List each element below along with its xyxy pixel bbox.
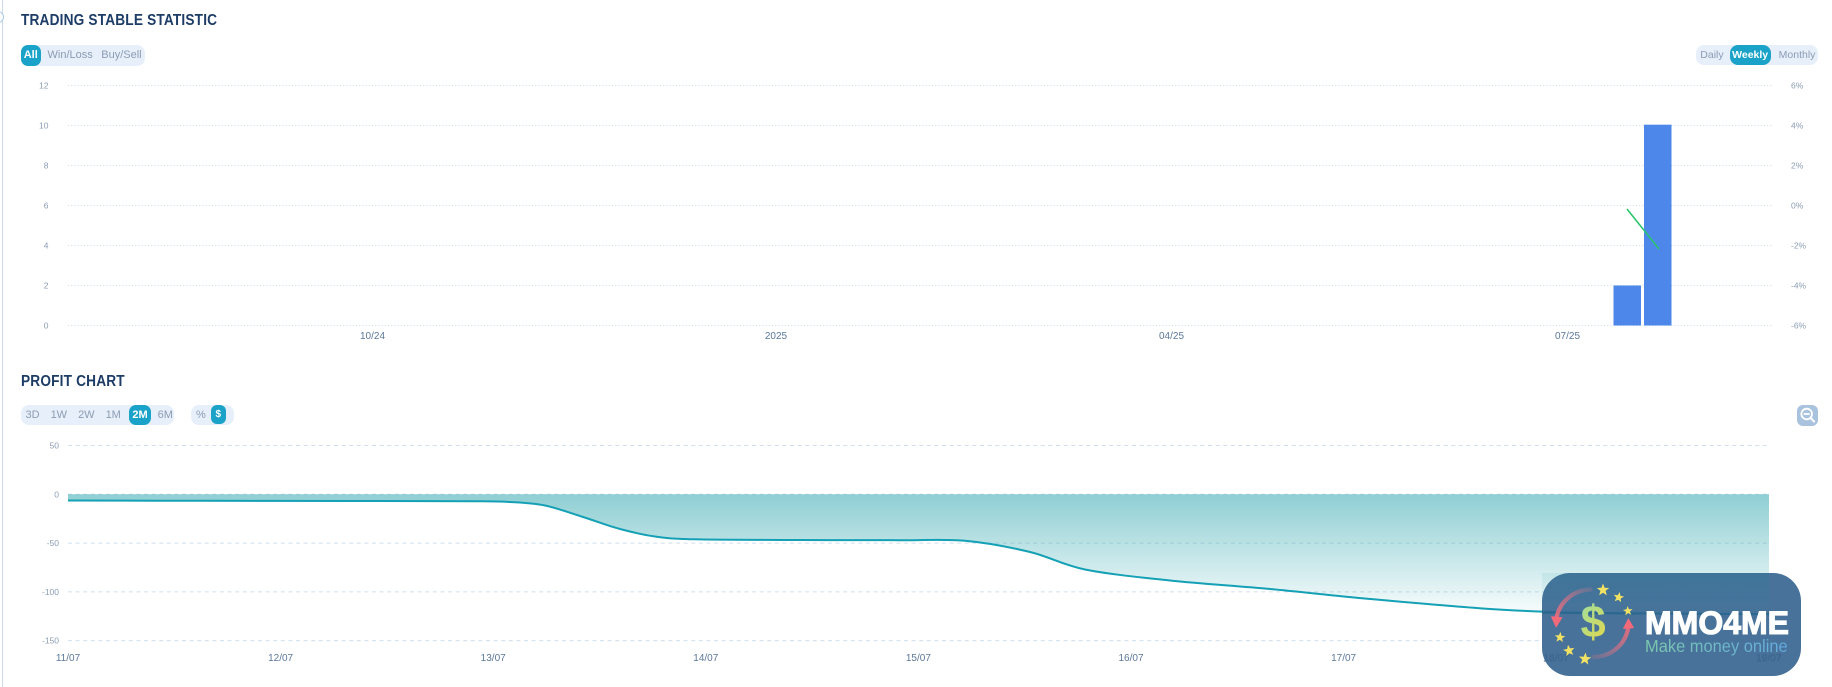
svg-text:-2%: -2% xyxy=(1791,241,1807,251)
svg-text:12: 12 xyxy=(39,81,49,91)
svg-text:-50: -50 xyxy=(47,538,60,548)
svg-text:6: 6 xyxy=(44,201,49,211)
svg-text:$: $ xyxy=(1581,596,1606,647)
svg-text:19/07: 19/07 xyxy=(1756,652,1782,664)
svg-text:-4%: -4% xyxy=(1791,281,1807,291)
svg-text:8: 8 xyxy=(44,161,49,171)
svg-text:0%: 0% xyxy=(1791,201,1804,211)
svg-text:11/07: 11/07 xyxy=(56,653,81,664)
svg-text:2%: 2% xyxy=(1791,161,1804,171)
svg-text:15/07: 15/07 xyxy=(906,653,931,664)
svg-text:16/07: 16/07 xyxy=(1118,653,1143,664)
svg-text:04/25: 04/25 xyxy=(1159,331,1184,342)
svg-text:4: 4 xyxy=(44,241,49,251)
svg-text:18/07: 18/07 xyxy=(1543,652,1569,664)
svg-text:07/25: 07/25 xyxy=(1555,331,1580,342)
svg-text:-150: -150 xyxy=(42,636,59,646)
svg-text:17/07: 17/07 xyxy=(1331,653,1356,664)
svg-text:2: 2 xyxy=(44,281,49,291)
svg-text:12/07: 12/07 xyxy=(268,653,293,664)
svg-text:10: 10 xyxy=(39,121,49,131)
svg-text:6%: 6% xyxy=(1791,81,1804,91)
svg-text:0: 0 xyxy=(54,489,59,499)
svg-text:2025: 2025 xyxy=(765,331,788,342)
svg-text:0: 0 xyxy=(44,321,49,331)
svg-text:10/24: 10/24 xyxy=(360,331,385,342)
svg-text:14/07: 14/07 xyxy=(693,653,718,664)
svg-text:-6%: -6% xyxy=(1791,321,1807,331)
svg-text:13/07: 13/07 xyxy=(481,653,506,664)
svg-text:4%: 4% xyxy=(1791,121,1804,131)
svg-text:-100: -100 xyxy=(42,587,59,597)
svg-text:50: 50 xyxy=(50,441,60,451)
